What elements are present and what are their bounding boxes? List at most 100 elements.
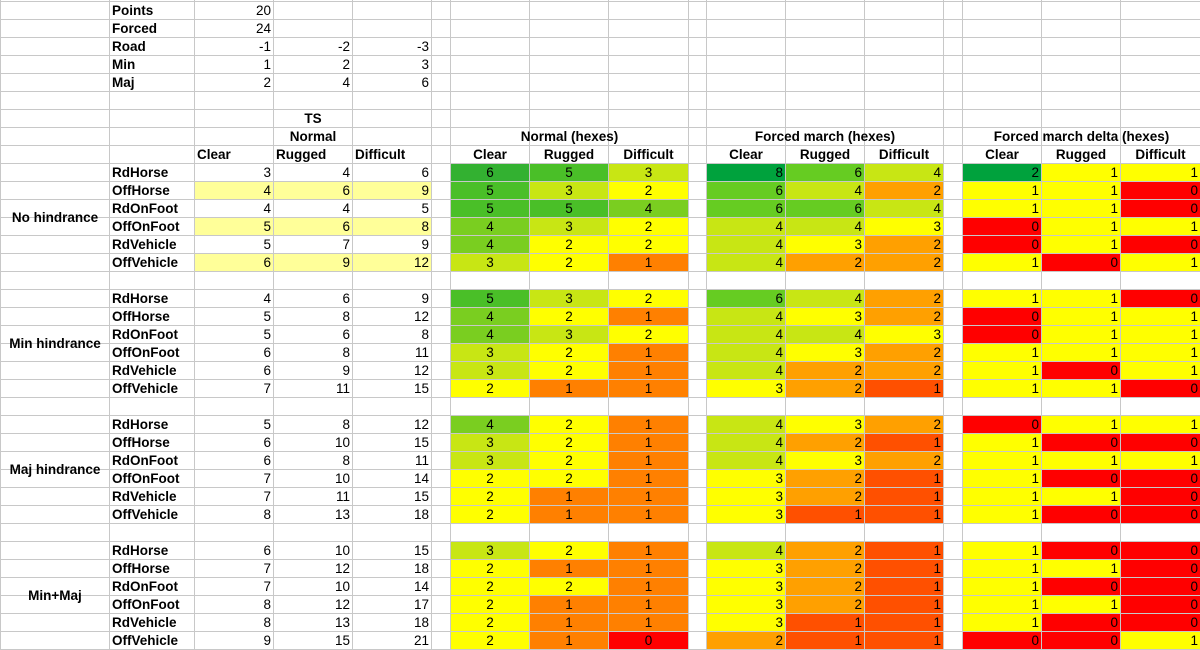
forced-hex-value[interactable]: 2 bbox=[786, 560, 864, 577]
delta-hex-value[interactable]: 1 bbox=[1042, 326, 1120, 343]
group-label[interactable]: No hindrance bbox=[11, 210, 99, 225]
delta-hex-value[interactable]: 1 bbox=[1121, 344, 1200, 361]
param-value-forced[interactable]: 24 bbox=[255, 21, 271, 36]
header-terrain[interactable]: Difficult bbox=[878, 147, 930, 162]
unit-label[interactable]: RdOnFoot bbox=[112, 327, 178, 342]
ts-value[interactable]: 7 bbox=[263, 381, 271, 396]
forced-hex-value[interactable]: 6 bbox=[786, 200, 864, 217]
delta-hex-value[interactable]: 0 bbox=[1121, 488, 1200, 505]
delta-hex-value[interactable]: 0 bbox=[963, 632, 1041, 649]
unit-label[interactable]: RdHorse bbox=[112, 165, 169, 180]
ts-value[interactable]: 8 bbox=[421, 327, 429, 342]
normal-hex-value[interactable]: 1 bbox=[530, 506, 608, 523]
unit-label[interactable]: OffHorse bbox=[112, 183, 170, 198]
normal-hex-value[interactable]: 4 bbox=[451, 218, 529, 235]
forced-hex-value[interactable]: 3 bbox=[786, 344, 864, 361]
forced-hex-value[interactable]: 3 bbox=[865, 218, 943, 235]
header-terrain[interactable]: Clear bbox=[729, 147, 763, 162]
forced-hex-value[interactable]: 2 bbox=[865, 182, 943, 199]
ts-value[interactable]: 10 bbox=[334, 435, 350, 450]
normal-hex-value[interactable]: 4 bbox=[451, 236, 529, 253]
forced-hex-value[interactable]: 8 bbox=[707, 164, 785, 181]
ts-value[interactable]: 8 bbox=[342, 417, 350, 432]
normal-hex-value[interactable]: 2 bbox=[530, 434, 608, 451]
delta-hex-value[interactable]: 0 bbox=[1042, 434, 1120, 451]
normal-hex-value[interactable]: 3 bbox=[451, 362, 529, 379]
ts-value[interactable]: 9 bbox=[274, 254, 352, 271]
normal-hex-value[interactable]: 3 bbox=[451, 254, 529, 271]
ts-value[interactable]: 5 bbox=[263, 327, 271, 342]
ts-value[interactable]: 4 bbox=[195, 182, 273, 199]
delta-hex-value[interactable]: 1 bbox=[963, 344, 1041, 361]
forced-hex-value[interactable]: 1 bbox=[865, 632, 943, 649]
normal-hex-value[interactable]: 2 bbox=[530, 236, 608, 253]
param-label-min[interactable]: Min bbox=[112, 57, 136, 72]
forced-hex-value[interactable]: 1 bbox=[865, 506, 943, 523]
delta-hex-value[interactable]: 1 bbox=[963, 578, 1041, 595]
unit-label[interactable]: OffOnFoot bbox=[112, 597, 180, 612]
group-label[interactable]: Min hindrance bbox=[9, 336, 101, 351]
normal-hex-value[interactable]: 4 bbox=[451, 416, 529, 433]
normal-hex-value[interactable]: 1 bbox=[530, 380, 608, 397]
delta-hex-value[interactable]: 0 bbox=[1042, 542, 1120, 559]
delta-hex-value[interactable]: 1 bbox=[963, 200, 1041, 217]
normal-hex-value[interactable]: 1 bbox=[609, 452, 688, 469]
header-ts[interactable]: TS bbox=[304, 111, 322, 126]
ts-value[interactable]: 6 bbox=[263, 543, 271, 558]
ts-value[interactable]: 11 bbox=[414, 453, 429, 468]
delta-hex-value[interactable]: 1 bbox=[1121, 326, 1200, 343]
forced-hex-value[interactable]: 2 bbox=[786, 254, 864, 271]
forced-hex-value[interactable]: 3 bbox=[786, 452, 864, 469]
ts-value[interactable]: 10 bbox=[334, 471, 350, 486]
header-terrain[interactable]: Difficult bbox=[623, 147, 674, 162]
normal-hex-value[interactable]: 2 bbox=[451, 578, 529, 595]
forced-hex-value[interactable]: 4 bbox=[786, 218, 864, 235]
delta-hex-value[interactable]: 1 bbox=[963, 182, 1041, 199]
forced-hex-value[interactable]: 2 bbox=[865, 236, 943, 253]
delta-hex-value[interactable]: 0 bbox=[963, 236, 1041, 253]
delta-hex-value[interactable]: 1 bbox=[1042, 488, 1120, 505]
normal-hex-value[interactable]: 2 bbox=[451, 632, 529, 649]
normal-hex-value[interactable]: 2 bbox=[530, 254, 608, 271]
normal-hex-value[interactable]: 3 bbox=[451, 452, 529, 469]
forced-hex-value[interactable]: 4 bbox=[786, 182, 864, 199]
param-value-maj[interactable]: 4 bbox=[342, 75, 350, 90]
param-label-points[interactable]: Points bbox=[112, 3, 154, 18]
delta-hex-value[interactable]: 0 bbox=[1121, 200, 1200, 217]
delta-hex-value[interactable]: 1 bbox=[963, 614, 1041, 631]
delta-hex-value[interactable]: 1 bbox=[1042, 308, 1120, 325]
header-forced-hexes[interactable]: Forced march (hexes) bbox=[754, 129, 896, 144]
ts-value[interactable]: 13 bbox=[334, 615, 350, 630]
forced-hex-value[interactable]: 6 bbox=[707, 290, 785, 307]
forced-hex-value[interactable]: 1 bbox=[865, 578, 943, 595]
delta-hex-value[interactable]: 0 bbox=[1121, 614, 1200, 631]
delta-hex-value[interactable]: 1 bbox=[963, 488, 1041, 505]
header-terrain[interactable]: Difficult bbox=[1135, 147, 1186, 162]
forced-hex-value[interactable]: 4 bbox=[707, 542, 785, 559]
normal-hex-value[interactable]: 1 bbox=[609, 614, 688, 631]
delta-hex-value[interactable]: 0 bbox=[1042, 578, 1120, 595]
ts-value[interactable]: 6 bbox=[195, 254, 273, 271]
header-terrain[interactable]: Clear bbox=[197, 147, 231, 162]
unit-label[interactable]: OffOnFoot bbox=[112, 345, 180, 360]
delta-hex-value[interactable]: 1 bbox=[963, 506, 1041, 523]
ts-value[interactable]: 18 bbox=[413, 615, 429, 630]
unit-label[interactable]: RdVehicle bbox=[112, 489, 177, 504]
delta-hex-value[interactable]: 1 bbox=[1042, 200, 1120, 217]
ts-value[interactable]: 7 bbox=[263, 579, 271, 594]
forced-hex-value[interactable]: 4 bbox=[707, 326, 785, 343]
header-terrain[interactable]: Rugged bbox=[543, 147, 595, 162]
normal-hex-value[interactable]: 1 bbox=[530, 596, 608, 613]
ts-value[interactable]: 9 bbox=[263, 633, 271, 648]
ts-value[interactable]: 6 bbox=[263, 363, 271, 378]
param-value-maj[interactable]: 2 bbox=[263, 75, 271, 90]
param-value-points[interactable]: 20 bbox=[255, 3, 271, 18]
unit-label[interactable]: RdVehicle bbox=[112, 615, 177, 630]
forced-hex-value[interactable]: 3 bbox=[707, 488, 785, 505]
normal-hex-value[interactable]: 2 bbox=[609, 182, 688, 199]
ts-value[interactable]: 6 bbox=[263, 435, 271, 450]
ts-value[interactable]: 18 bbox=[413, 507, 429, 522]
normal-hex-value[interactable]: 1 bbox=[609, 560, 688, 577]
delta-hex-value[interactable]: 0 bbox=[963, 326, 1041, 343]
forced-hex-value[interactable]: 4 bbox=[865, 200, 943, 217]
